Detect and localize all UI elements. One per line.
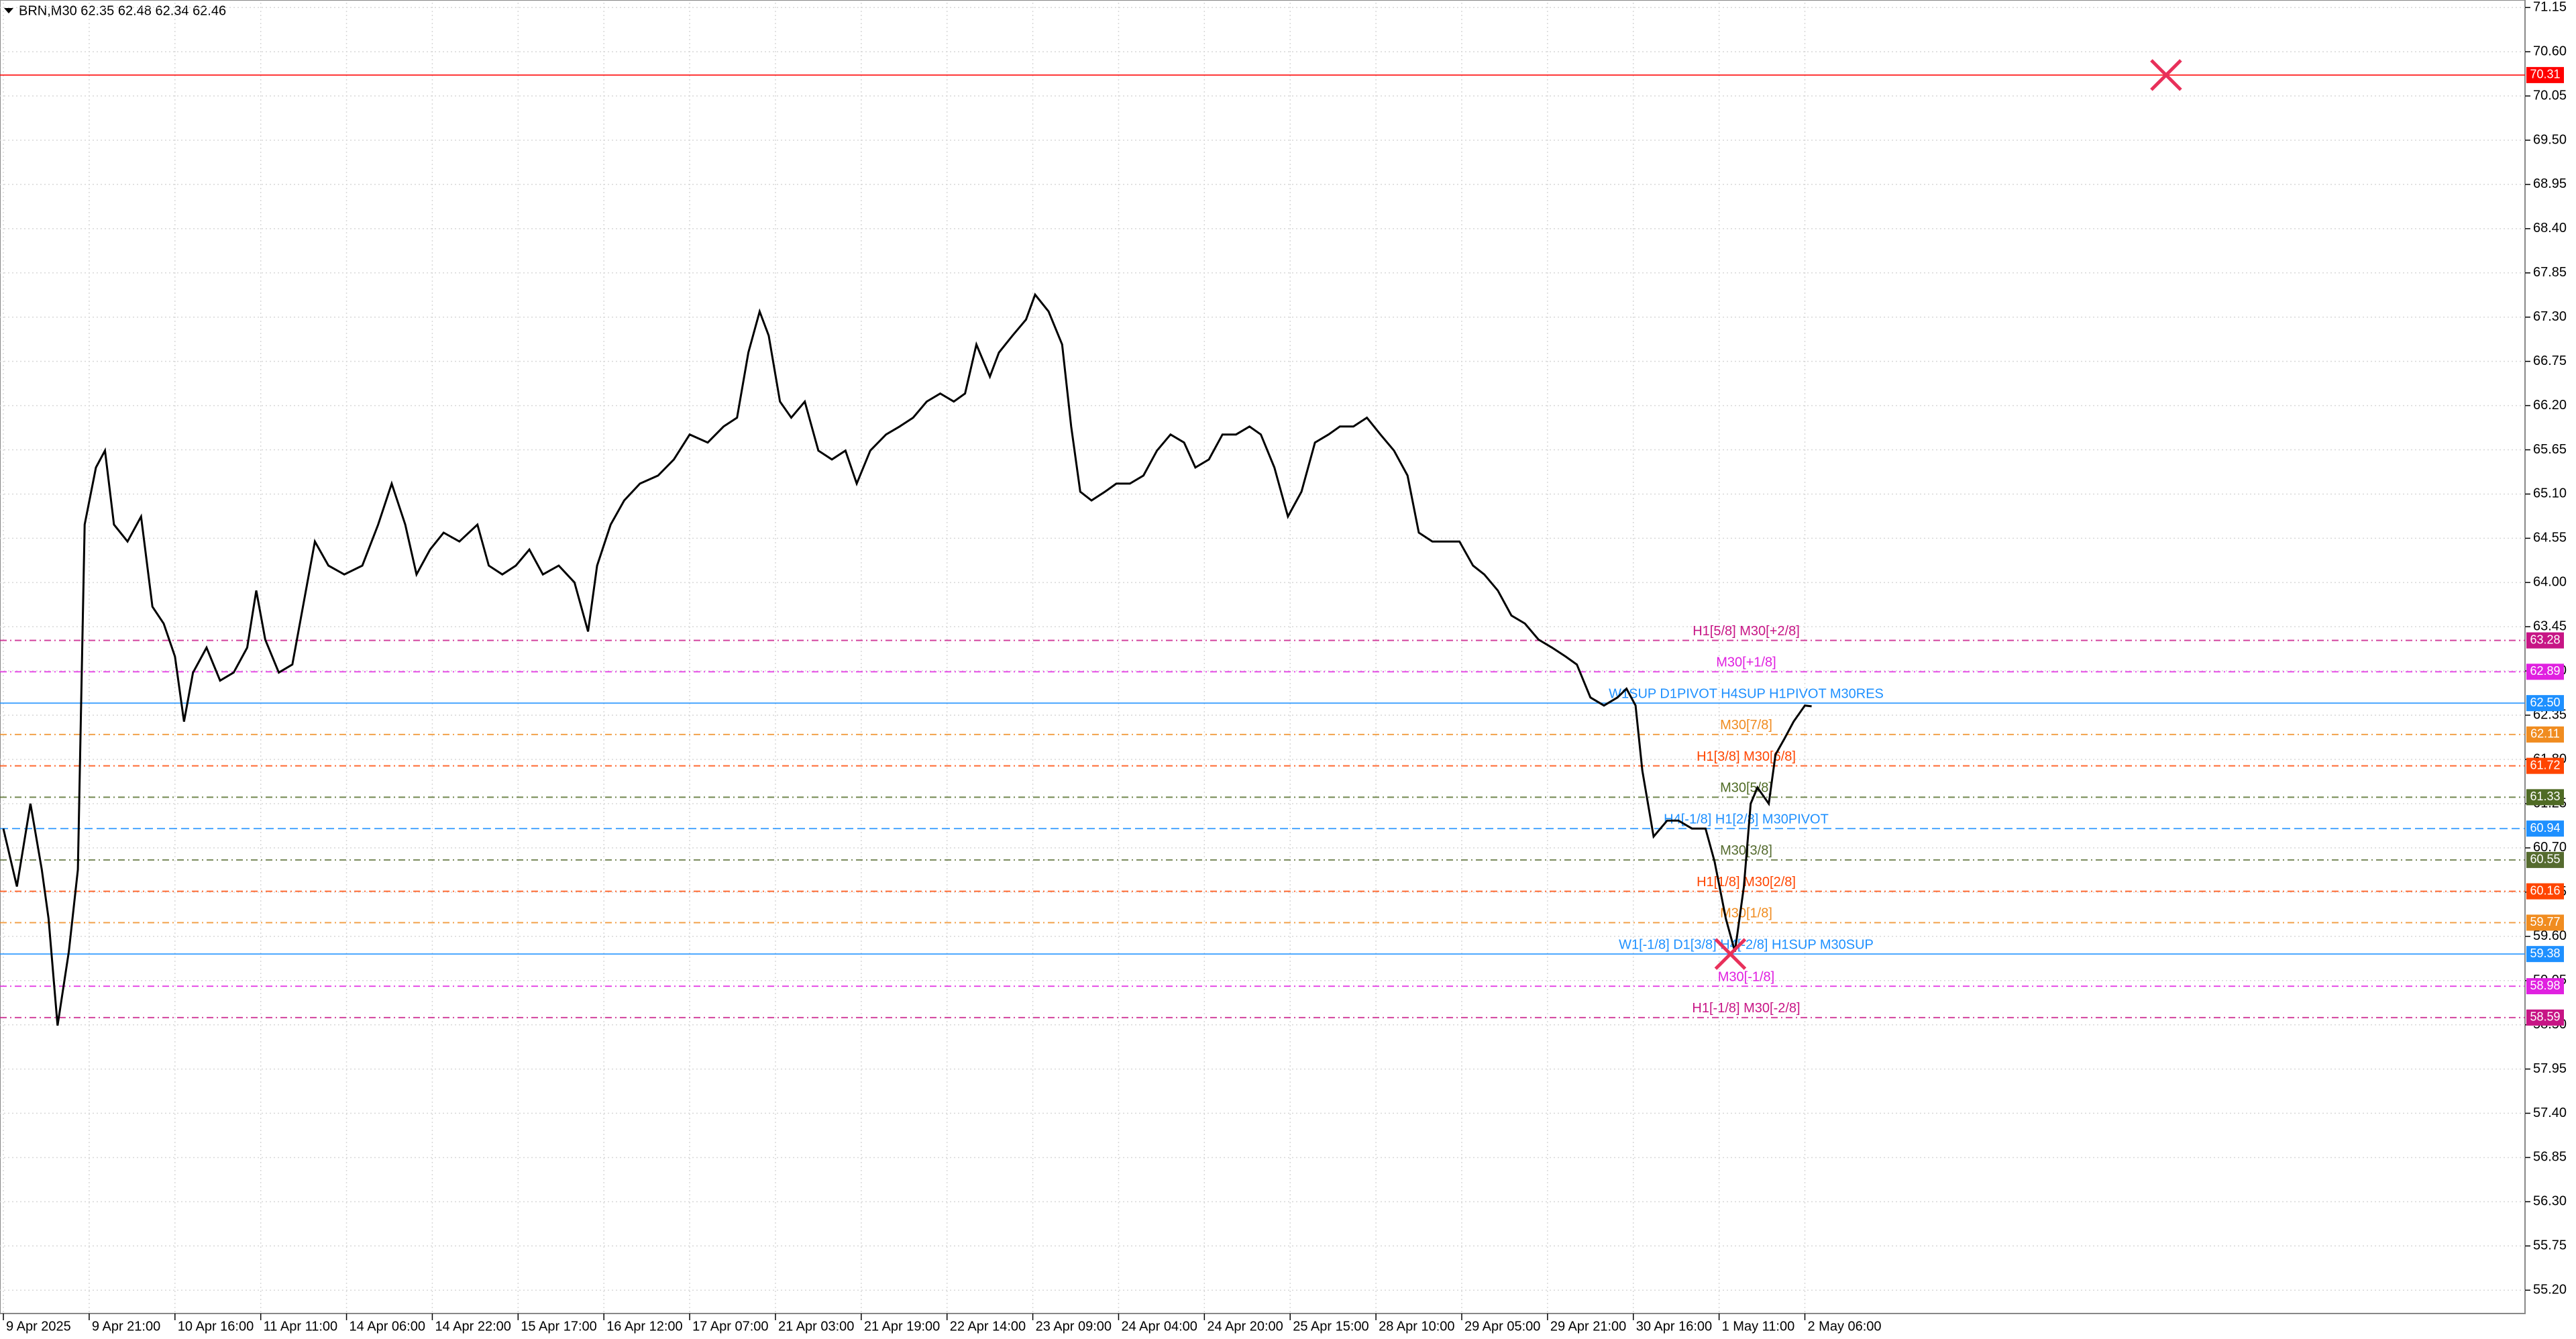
level-tag [2526,726,2564,743]
level-tag [2526,978,2564,995]
level-label: M30[7/8] [1720,718,1772,733]
y-tick-label: 56.85 [2533,1150,2567,1165]
x-tick-label: 28 Apr 10:00 [1379,1319,1454,1334]
level-label: M30[1/8] [1720,906,1772,921]
level-tag-label: 60.16 [2530,883,2560,897]
y-tick-label: 67.30 [2533,309,2567,324]
level-tag-label: 58.98 [2530,979,2560,992]
collapse-arrow[interactable] [4,8,13,13]
y-tick-label: 67.85 [2533,265,2567,280]
x-tick-label: 24 Apr 04:00 [1121,1319,1197,1334]
level-tag-label: 59.38 [2530,947,2560,960]
y-tick-label: 57.95 [2533,1061,2567,1076]
level-tag-label: 60.94 [2530,821,2560,835]
y-tick-label: 70.05 [2533,88,2567,103]
level-tag [2526,851,2564,868]
y-tick-label: 57.40 [2533,1106,2567,1120]
y-tick-label: 65.65 [2533,442,2567,457]
y-tick-label: 56.30 [2533,1194,2567,1209]
x-tick-label: 11 Apr 11:00 [264,1319,337,1334]
level-tag-label: 62.11 [2530,727,2560,741]
level-tag-label: 59.77 [2530,915,2560,928]
x-tick-label: 17 Apr 07:00 [692,1319,768,1334]
level-tag [2526,883,2564,900]
cross-marker [1714,938,1747,970]
level-label: M30[-1/8] [1718,969,1774,984]
level-tag [2526,757,2564,774]
cross-marker [2150,59,2182,91]
chart-title: BRN,M30 62.35 62.48 62.34 62.46 [19,3,226,18]
y-tick-label: 63.45 [2533,619,2567,634]
level-label: H1[5/8] M30[+2/8] [1693,624,1800,639]
x-tick-label: 14 Apr 22:00 [435,1319,511,1334]
level-tag-label: 63.28 [2530,633,2560,646]
level-tag-label: 61.33 [2530,790,2560,803]
x-tick-label: 15 Apr 17:00 [521,1319,596,1334]
x-tick-label: 9 Apr 21:00 [92,1319,160,1334]
y-tick-label: 66.20 [2533,398,2567,413]
level-tag [2526,632,2564,649]
x-tick-label: 14 Apr 06:00 [350,1319,425,1334]
y-tick-label: 68.40 [2533,221,2567,235]
level-tag [2526,695,2564,712]
level-label: W1SUP D1PIVOT H4SUP H1PIVOT M30RES [1609,686,1884,701]
level-label: M30[5/8] [1720,781,1772,796]
y-tick-label: 64.00 [2533,575,2567,590]
x-tick-label: 2 May 06:00 [1807,1319,1881,1334]
level-tag [2526,914,2564,931]
y-tick-label: 64.55 [2533,531,2567,545]
level-label: H1[3/8] M30[6/8] [1697,749,1796,764]
level-tag [2526,820,2564,837]
plot-area [0,0,2526,1314]
y-tick-label: 68.95 [2533,176,2567,191]
y-tick-label: 71.15 [2533,0,2567,14]
x-tick-label: 21 Apr 19:00 [864,1319,940,1334]
y-tick-label: 69.50 [2533,132,2567,147]
level-tag [2526,946,2564,963]
x-tick-label: 16 Apr 12:00 [606,1319,682,1334]
x-tick-label: 22 Apr 14:00 [950,1319,1026,1334]
x-tick-label: 24 Apr 20:00 [1207,1319,1283,1334]
y-tick-label: 55.20 [2533,1283,2567,1297]
level-label: H1[-1/8] M30[-2/8] [1692,1001,1800,1016]
level-tag-label: 60.55 [2530,853,2560,866]
y-tick-label: 70.60 [2533,44,2567,58]
level-label: W1[-1/8] D1[3/8] H4[-2/8] H1SUP M30SUP [1619,937,1874,952]
level-tag-label: 58.59 [2530,1010,2560,1024]
price-line [2,292,1812,1026]
y-tick-label: 65.10 [2533,486,2567,501]
x-tick-label: 25 Apr 15:00 [1293,1319,1368,1334]
level-tag-label: 61.72 [2530,758,2560,771]
x-tick-label: 29 Apr 21:00 [1550,1319,1626,1334]
x-tick-label: 30 Apr 16:00 [1636,1319,1712,1334]
level-tag [2526,66,2564,83]
x-tick-label: 29 Apr 05:00 [1464,1319,1540,1334]
y-tick-label: 60.70 [2533,840,2567,855]
x-tick-label: 23 Apr 09:00 [1036,1319,1112,1334]
level-tag [2526,1009,2564,1026]
level-tag [2526,789,2564,806]
level-label: H1[1/8] M30[2/8] [1697,875,1796,890]
x-tick-label: 21 Apr 03:00 [778,1319,854,1334]
level-tag-label: 70.31 [2530,68,2560,81]
level-tag-label: 62.89 [2530,664,2560,678]
x-tick-label: 1 May 11:00 [1722,1319,1795,1334]
y-tick-label: 59.60 [2533,928,2567,943]
level-tag [2526,663,2564,680]
y-tick-label: 55.75 [2533,1238,2567,1253]
level-label: M30[+1/8] [1716,655,1776,670]
level-tag-label: 62.50 [2530,696,2560,709]
y-tick-label: 66.75 [2533,354,2567,368]
x-tick-label: 10 Apr 16:00 [178,1319,254,1334]
x-tick-label: 9 Apr 2025 [6,1319,71,1334]
level-label: H4[-1/8] H1[2/8] M30PIVOT [1664,812,1829,826]
